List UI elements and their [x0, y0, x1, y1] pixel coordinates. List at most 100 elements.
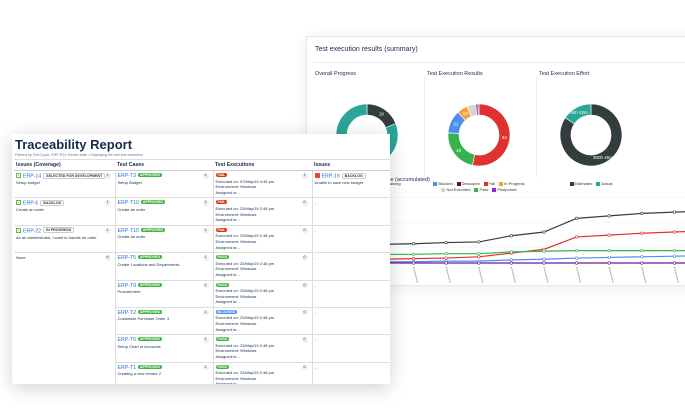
issue-cell: -: [312, 252, 390, 281]
test-case-summary: Setup Budget: [117, 179, 142, 185]
legend-label: Pass: [479, 187, 489, 192]
divider: [313, 62, 685, 63]
execution-status-badge[interactable]: FAIL: [215, 200, 228, 205]
col-test-cases: Test Cases: [115, 159, 213, 171]
table-row: ERP-T2 APPROVED 1 Customize Purchase Order …: [14, 307, 390, 336]
issue-cell: ERP-19 BACKLOG Unable to save new budget: [312, 170, 390, 199]
test-case-key-link[interactable]: ERP-T2: [117, 309, 136, 316]
test-case-key-link[interactable]: ERP-T1: [117, 364, 136, 371]
legend-item[interactable]: Postponed: [492, 187, 517, 192]
coverage-none-cell: None 6: [14, 252, 116, 384]
legend-item[interactable]: Actual: [596, 181, 612, 186]
legend-item[interactable]: Blocked: [433, 181, 453, 186]
assigned-to: Assigned to: -: [215, 217, 240, 223]
test-execution-cell: FAIL 0 Executed on: 23/May/19 2:48 pm Envir…: [213, 225, 313, 254]
data-point: [607, 255, 611, 260]
effort-slice: [564, 103, 592, 125]
col-issues-coverage: Issues (Coverage): [14, 159, 115, 171]
data-point: [607, 248, 611, 253]
x-tick-label: [608, 266, 614, 284]
executed-on: Executed on: 23/May/19 2:48 pm: [215, 315, 275, 321]
data-point: [640, 248, 644, 253]
legend-item[interactable]: Descoped: [456, 181, 480, 186]
test-case-key-link[interactable]: ERP-T3: [117, 173, 136, 179]
environment: Environment: Windows: [215, 321, 257, 327]
environment: Environment: Windows: [215, 238, 257, 244]
legend-item[interactable]: Fail: [483, 181, 496, 186]
legend: Remaining: [311, 181, 423, 187]
empty-dash: -: [314, 309, 316, 315]
legend-swatch: [456, 181, 461, 186]
assigned-to: Assigned to: -: [215, 326, 240, 332]
empty-dash: -: [314, 282, 316, 288]
assigned-to: Assigned to: -: [215, 354, 240, 360]
legend-label: In Progress: [504, 181, 525, 186]
results-slice: [477, 103, 480, 116]
slice-label: 55h 42m: [570, 110, 588, 115]
environment: Environment: Windows: [215, 293, 257, 299]
test-case-cell: ERP-T5 APPROVED 1 Create Locations and Depa…: [115, 252, 214, 281]
count-badge: 1: [202, 255, 209, 261]
x-tick-label: [576, 266, 582, 284]
data-point: [411, 242, 416, 246]
count-badge: 6: [104, 255, 111, 261]
execution-status-badge[interactable]: PASS: [215, 255, 230, 260]
count-badge: 1: [202, 227, 209, 234]
data-point: [640, 231, 644, 235]
data-point: [672, 230, 677, 234]
panel-title: Overall Progress: [315, 71, 356, 77]
executed-on: Executed on: 23/May/19 2:48 pm: [215, 370, 275, 376]
status-badge: APPROVED: [140, 200, 166, 205]
test-case-summary: Creating a new vendor 2: [117, 371, 162, 377]
x-tick-label: [413, 266, 419, 284]
none-label: None: [16, 255, 26, 261]
test-case-key-link[interactable]: ERP-T10: [117, 227, 139, 234]
test-case-cell: ERP-T6 APPROVED 1 Setup Chart of Accounts: [115, 334, 214, 363]
status-badge: BACKLOG: [341, 172, 366, 179]
traceability-table: Issues (Coverage) Test Cases Test Execut…: [14, 159, 390, 384]
test-case-cell: ERP-T10 APPROVED 1 Create an order: [115, 225, 214, 254]
count-badge: 1: [202, 173, 209, 179]
legend-item[interactable]: Not Executed: [441, 187, 470, 192]
data-point: [444, 252, 448, 256]
execution-status-badge[interactable]: PASS: [215, 337, 230, 342]
bug-key-link[interactable]: ERP-19: [321, 173, 340, 180]
legend-item[interactable]: Estimated: [569, 181, 593, 186]
empty-dash: -: [314, 337, 316, 343]
test-execution-cell: PASS 0 Executed on: 23/May/19 2:48 pm Envir…: [213, 252, 313, 281]
test-case-summary: Setup Chart of Accounts: [117, 343, 161, 349]
execution-status-badge[interactable]: FAIL: [215, 173, 228, 177]
data-point: [477, 255, 481, 259]
status-badge: APPROVED: [137, 282, 163, 287]
execution-status-badge[interactable]: PASS: [215, 364, 230, 369]
results-slice: [447, 132, 476, 166]
execution-status-badge[interactable]: BLOCKED: [215, 309, 238, 314]
data-point: [411, 257, 416, 261]
legend-swatch: [492, 187, 497, 192]
test-case-key-link[interactable]: ERP-T9: [117, 282, 136, 289]
test-case-key-link[interactable]: ERP-T5: [117, 255, 136, 262]
bug-summary: Unable to save new budget: [314, 180, 363, 186]
data-point: [640, 211, 644, 216]
execution-status-badge[interactable]: FAIL: [215, 227, 228, 232]
legend-label: Actual: [601, 181, 613, 186]
execution-status-badge[interactable]: PASS: [215, 282, 230, 287]
legend-remaining: Remaining: [381, 181, 401, 186]
legend-label: Estimated: [574, 181, 593, 186]
legend-item[interactable]: In Progress: [499, 181, 525, 186]
assigned-to: Assigned to: -: [215, 381, 240, 384]
environment: Environment: Windows: [215, 184, 257, 190]
legend: Blocked Descoped Fail In Progress Not Execut…: [423, 181, 535, 193]
table-row: None 6 ERP-T5 APPROVED 1 Create Locations and…: [14, 252, 390, 384]
issue-key-link[interactable]: ERP-22: [23, 228, 42, 235]
legend-label: Fail: [488, 181, 496, 186]
test-case-key-link[interactable]: ERP-T10: [117, 200, 139, 207]
issue-key-link[interactable]: ERP-14: [23, 173, 42, 180]
data-point: [607, 261, 611, 265]
test-case-summary: Create an order: [117, 234, 146, 240]
test-case-summary: Customize Purchase Order 3: [117, 316, 170, 322]
issue-key-link[interactable]: ERP-6: [23, 200, 39, 207]
test-case-key-link[interactable]: ERP-T6: [117, 337, 136, 344]
count-badge: 0: [301, 200, 308, 206]
legend-item[interactable]: Pass: [474, 187, 488, 192]
